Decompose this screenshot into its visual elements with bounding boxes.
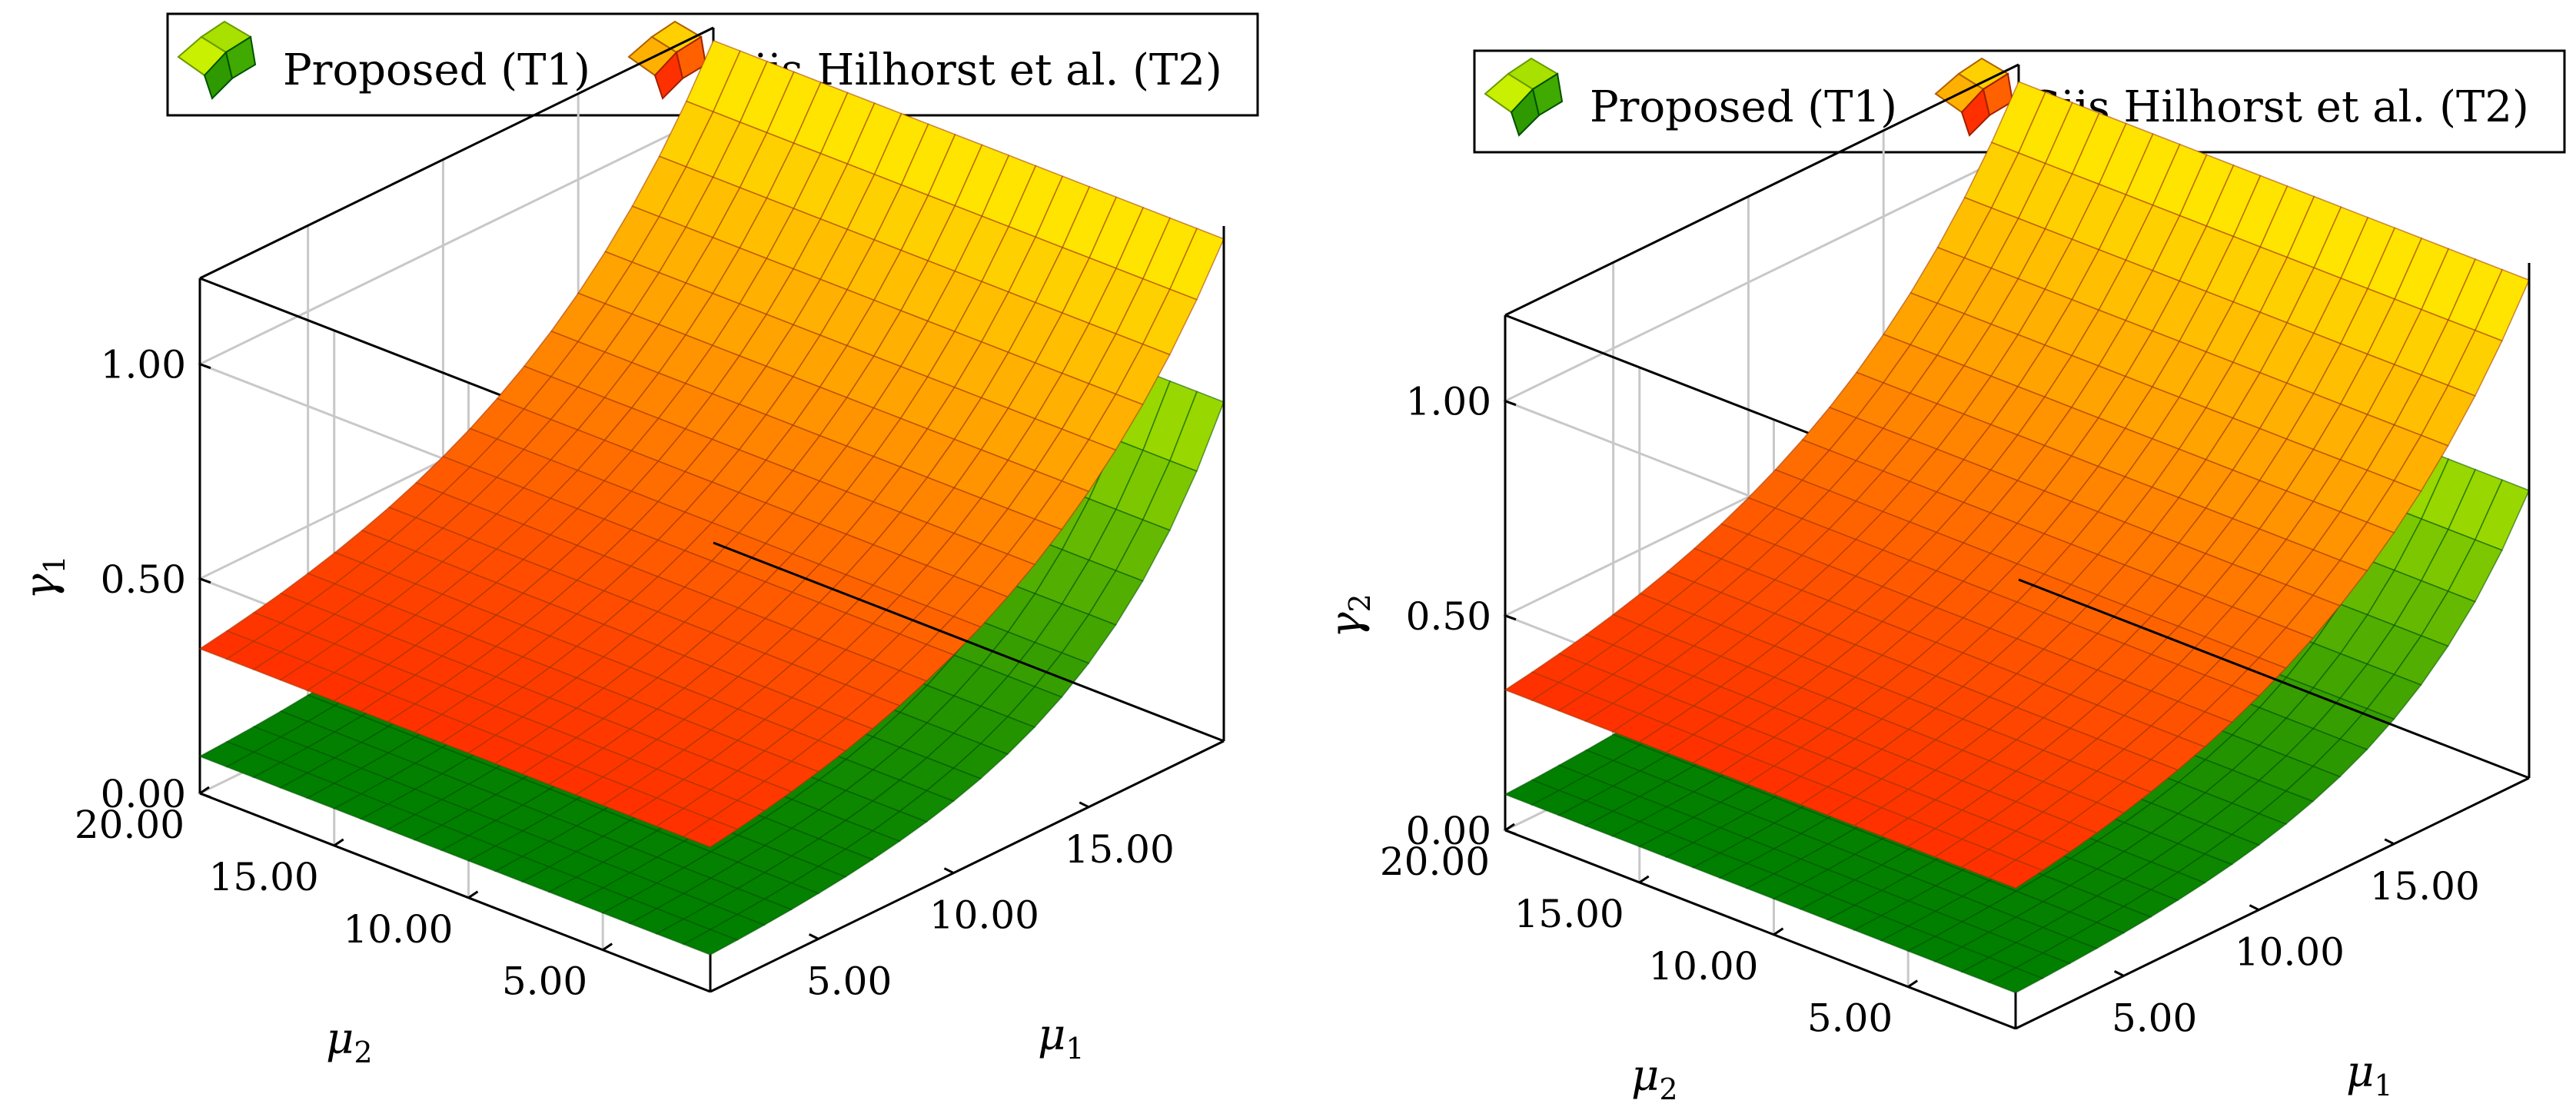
- z-tick-mark: [199, 792, 211, 799]
- z-tick-mark: [1504, 614, 1517, 621]
- z-tick-label: 0.00: [101, 772, 186, 816]
- z-tick-mark: [1504, 400, 1517, 407]
- frame-edge-front-1: [1504, 829, 2016, 1030]
- y-tick-label: 5.00: [502, 959, 587, 1004]
- y-tick-label: 20.00: [1380, 839, 1490, 884]
- y-tick-label: 15.00: [1514, 892, 1624, 936]
- legend-1-t1-label: Proposed (T1): [283, 45, 590, 95]
- z-tick-label: 0.50: [1406, 594, 1491, 639]
- y-tick-label: 5.00: [1807, 996, 1893, 1041]
- plot-2: 0.00 0.50 1.00 5.00 10.00 15.00 20.00 5.00 10.00…: [1380, 63, 2531, 1041]
- ticks-1: 0.00 0.50 1.00 5.00 10.00 15.00 20.00 5.00 10.00…: [75, 343, 1175, 1004]
- x-tick-label: 15.00: [1065, 827, 1175, 872]
- axis-labels-2: γ2 μ2 μ1: [1321, 593, 2393, 1106]
- y-tick-mark: [333, 838, 344, 847]
- z-tick-label: 1.00: [1406, 380, 1491, 424]
- z-tick-mark: [199, 577, 211, 584]
- x-tick-label: 10.00: [929, 893, 1039, 938]
- y-tick-label: 20.00: [75, 803, 184, 847]
- y-tick-mark: [1907, 979, 1919, 988]
- legend-1-t1-swatch: [177, 20, 257, 100]
- z-axis-label-1: γ1: [16, 555, 71, 600]
- y-tick-label: 10.00: [1648, 944, 1758, 989]
- frame-edge-front-2: [713, 541, 1225, 743]
- z-tick-label: 1.00: [101, 343, 186, 387]
- x-tick-label: 5.00: [806, 959, 892, 1003]
- x-tick-mark: [1079, 801, 1089, 809]
- frame-edge-front-1: [199, 792, 711, 993]
- x-tick-mark: [2384, 838, 2395, 846]
- frame-front-1: [199, 226, 1225, 993]
- z-tick-label: 0.00: [1406, 809, 1491, 853]
- y-tick-mark: [1773, 927, 1784, 936]
- frame-edge-front-0: [710, 740, 1225, 993]
- x-axis-label-2: μ1: [2346, 1047, 2393, 1102]
- surface-cell: [682, 818, 739, 848]
- y-axis-label-2: μ2: [1631, 1051, 1678, 1106]
- y-tick-mark: [1638, 875, 1650, 884]
- y-tick-label: 15.00: [209, 855, 319, 899]
- frame-edge-front-0: [2015, 776, 2530, 1030]
- z-tick-mark: [1504, 829, 1517, 836]
- frame-edge-back-1: [1504, 63, 2019, 317]
- axis-labels-1: γ1 μ2 μ1: [16, 555, 1085, 1069]
- surface-cell: [1987, 967, 2045, 994]
- y-axis-label-1: μ2: [326, 1014, 373, 1069]
- surface-t2-2: [1504, 81, 2531, 889]
- surface-cell: [1987, 859, 2044, 889]
- chart-1: Proposed (T1) Gijs Hilhorst et al. (T2) …: [16, 12, 1259, 1069]
- y-tick-mark: [1504, 823, 1515, 832]
- chart-2: Proposed (T1) Gijs Hilhorst et al. (T2) …: [1321, 49, 2566, 1106]
- plot-1: 0.00 0.50 1.00 5.00 10.00 15.00 20.00 5.00 10.00…: [75, 26, 1225, 1004]
- frame-edge-front-2: [2018, 578, 2530, 780]
- y-tick-mark: [602, 942, 613, 951]
- x-tick-label: 10.00: [2235, 930, 2345, 975]
- x-tick-label: 15.00: [2370, 864, 2480, 909]
- ticks-2: 0.00 0.50 1.00 5.00 10.00 15.00 20.00 5.00 10.00…: [1380, 380, 2480, 1041]
- frame-front-2: [1504, 263, 2531, 1030]
- surface-cell: [682, 929, 740, 956]
- y-tick-mark: [199, 786, 210, 795]
- y-tick-label: 10.00: [343, 907, 453, 952]
- x-axis-label-1: μ1: [1038, 1010, 1085, 1065]
- x-tick-mark: [808, 933, 819, 940]
- legend-2-t2-swatch: [1934, 57, 2014, 137]
- x-tick-mark: [943, 867, 955, 874]
- x-tick-mark: [2113, 970, 2125, 977]
- y-tick-mark: [467, 890, 479, 899]
- legend-2-t1-label: Proposed (T1): [1590, 82, 1897, 132]
- z-tick-label: 0.50: [101, 557, 186, 602]
- x-tick-mark: [2249, 904, 2260, 911]
- x-tick-label: 5.00: [2112, 996, 2197, 1040]
- frame-edge-back-1: [199, 26, 714, 280]
- z-tick-mark: [199, 363, 211, 370]
- legend-2-t1-swatch: [1484, 57, 1564, 137]
- z-axis-label-2: γ2: [1321, 593, 1377, 638]
